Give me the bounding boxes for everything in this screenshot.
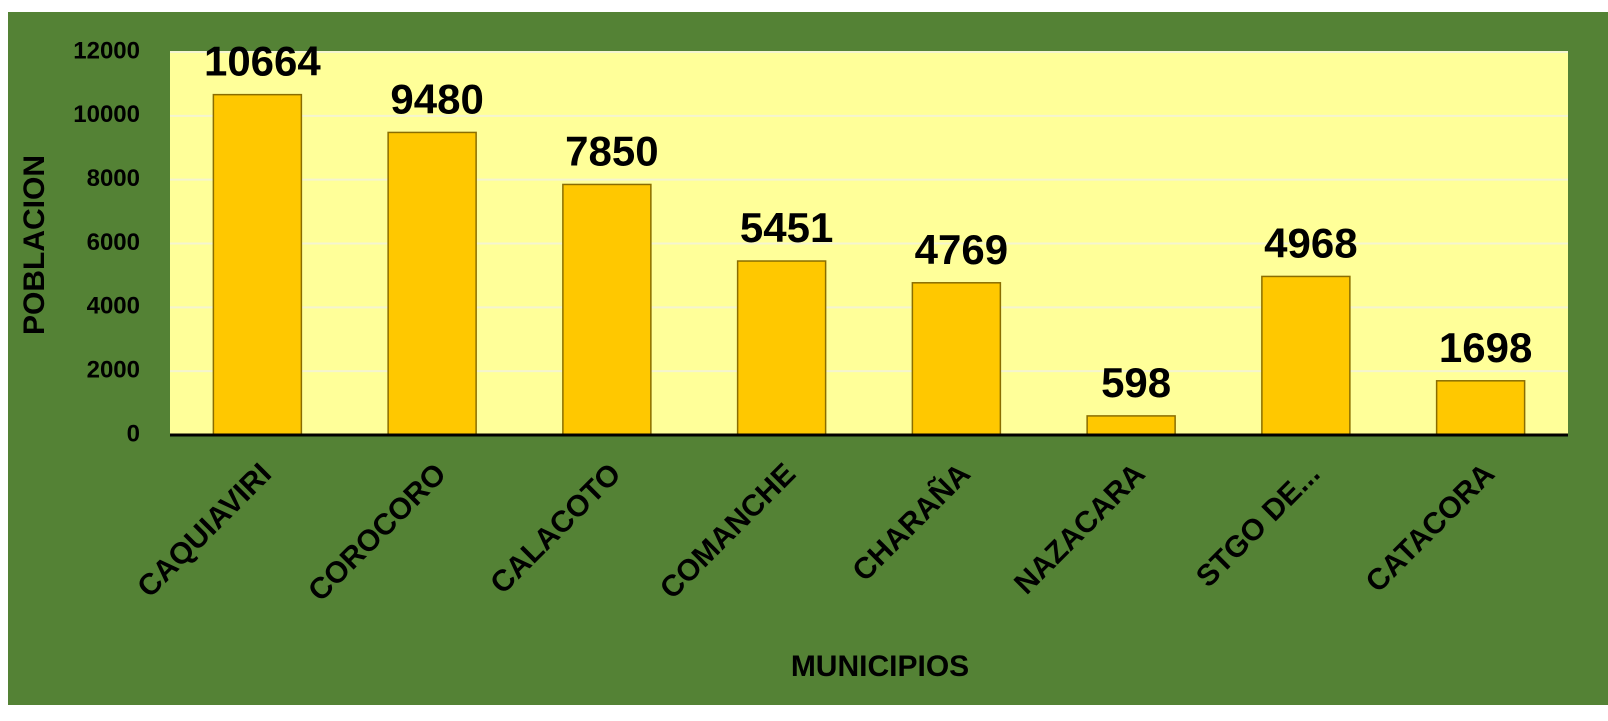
y-tick-label: 0	[127, 420, 140, 447]
bar	[1435, 380, 1526, 436]
y-tick-label: 6000	[87, 229, 140, 256]
value-label: 4769	[915, 226, 1008, 273]
y-tick-label: 12000	[73, 37, 140, 64]
y-tick-label: 8000	[87, 165, 140, 192]
y-tick-label: 4000	[87, 293, 140, 320]
value-label: 598	[1101, 359, 1171, 406]
x-axis-title: MUNICIPIOS	[791, 650, 969, 683]
value-label: 5451	[740, 204, 833, 251]
value-label: 10664	[204, 38, 321, 85]
value-label: 4968	[1264, 220, 1357, 267]
y-tick-label: 10000	[73, 101, 140, 128]
value-label: 1698	[1439, 324, 1532, 371]
bar	[736, 260, 827, 436]
y-axis-title: POBLACION	[18, 155, 51, 335]
bar	[212, 93, 303, 436]
y-tick-label: 2000	[87, 357, 140, 384]
value-label: 7850	[565, 128, 658, 175]
bar	[911, 282, 1002, 436]
bar	[1261, 275, 1351, 436]
bar	[1086, 415, 1176, 436]
bar	[562, 183, 652, 436]
bar	[387, 131, 477, 436]
value-label: 9480	[390, 76, 483, 123]
